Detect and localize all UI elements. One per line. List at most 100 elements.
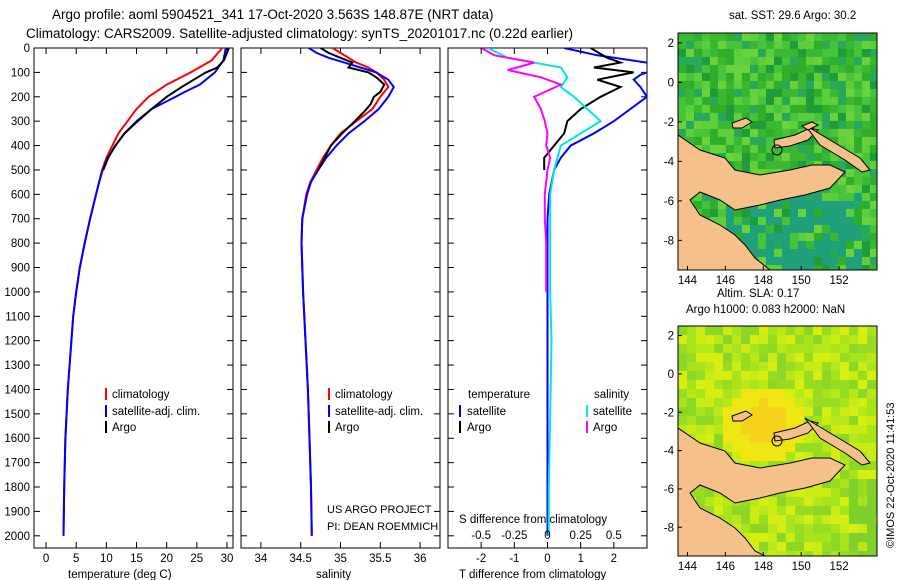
- sst-cell: [774, 217, 782, 225]
- sst-cell: [854, 177, 862, 185]
- sla-cell: [741, 371, 750, 380]
- sst-cell: [702, 89, 710, 97]
- sla-cell: [849, 533, 858, 542]
- temperature-lines: [62, 48, 230, 536]
- sla-cell: [813, 380, 822, 389]
- sla-cell: [741, 452, 750, 461]
- sla-cell: [768, 551, 777, 556]
- sst-cell: [718, 73, 726, 81]
- sst-cell: [870, 65, 877, 73]
- sst-cell: [854, 193, 862, 201]
- sla-cell: [822, 398, 831, 407]
- sla-cell: [831, 326, 840, 335]
- map-y-tick-label: -6: [664, 196, 674, 208]
- sst-cell: [734, 145, 742, 153]
- sst-cell: [870, 97, 877, 105]
- sla-cell: [795, 488, 804, 497]
- sst-cell: [806, 89, 814, 97]
- sla-cell: [840, 515, 849, 524]
- sla-cell: [768, 497, 777, 506]
- sla-cell: [804, 362, 813, 371]
- sla-cell: [840, 551, 849, 556]
- new-guinea-land: [678, 134, 846, 270]
- sst-cell: [862, 225, 870, 233]
- sst-cell: [742, 33, 750, 41]
- difference-legend: temperature salinity satellite Argo sate…: [459, 389, 632, 434]
- sla-cell: [867, 461, 876, 470]
- depth-tick-label: 2000: [4, 531, 30, 543]
- sla-cell: [813, 353, 822, 362]
- sla-cell: [804, 398, 813, 407]
- sla-cell: [867, 443, 876, 452]
- sst-cell: [806, 137, 814, 145]
- sst-cell: [846, 265, 854, 270]
- sst-cell: [766, 201, 774, 209]
- sst-cell: [830, 241, 838, 249]
- sla-cell: [786, 407, 795, 416]
- sst-cell: [750, 41, 758, 49]
- sst-cell: [870, 49, 877, 57]
- sst-cell: [774, 65, 782, 73]
- sst-cell: [838, 65, 846, 73]
- sst-cell: [862, 249, 870, 257]
- sst-cell: [830, 193, 838, 201]
- sla-cell: [750, 461, 759, 470]
- sst-cell: [870, 185, 877, 193]
- series-line-satellite-adj-clim-: [62, 48, 227, 536]
- sst-cell: [854, 225, 862, 233]
- sst-cell: [854, 201, 862, 209]
- sla-cell: [696, 389, 705, 398]
- sst-cell: [790, 225, 798, 233]
- sst-cell: [822, 193, 830, 201]
- sst-cell: [862, 177, 870, 185]
- sst-cell: [854, 249, 862, 257]
- sla-cell: [750, 407, 759, 416]
- sla-cell: [714, 425, 723, 434]
- salinity-panel: 34 34.5 35 35.5 36 salinity climatology sate…: [240, 47, 441, 580]
- legend-climatology: climatology: [112, 389, 170, 401]
- sst-cell: [814, 249, 822, 257]
- sst-cell: [774, 49, 782, 57]
- sla-cell: [840, 353, 849, 362]
- sst-cell: [790, 73, 798, 81]
- sst-cell: [686, 121, 694, 129]
- sla-cell: [777, 371, 786, 380]
- sst-cell: [678, 81, 686, 89]
- sst-cell: [718, 57, 726, 65]
- sst-cell: [830, 81, 838, 89]
- sla-cell: [849, 497, 858, 506]
- sst-cell: [742, 97, 750, 105]
- sst-cell: [750, 113, 758, 121]
- legend-t-satellite: satellite: [467, 406, 506, 418]
- map-x-tick-label: 152: [830, 275, 849, 287]
- sla-cell: [741, 380, 750, 389]
- sst-cell: [798, 217, 806, 225]
- sst-cell: [870, 161, 877, 169]
- sst-cell: [854, 41, 862, 49]
- sla-cell: [804, 326, 813, 335]
- sst-cell: [750, 89, 758, 97]
- sst-cell: [862, 185, 870, 193]
- sst-cell: [870, 193, 877, 201]
- sla-cell: [705, 425, 714, 434]
- sst-cell: [702, 81, 710, 89]
- sst-cell: [854, 185, 862, 193]
- sla-cell: [732, 371, 741, 380]
- sst-cell: [822, 265, 830, 270]
- sla-cell: [777, 542, 786, 551]
- sst-map-ticks: 144 146 148 150 152 2 0 -2 -4 -6 -8: [664, 38, 849, 287]
- sst-cell: [830, 41, 838, 49]
- legend-t-argo: Argo: [467, 422, 491, 434]
- map-y-tick-label: -2: [664, 117, 674, 129]
- sla-cell: [759, 542, 768, 551]
- sla-cell: [849, 434, 858, 443]
- sla-cell: [795, 371, 804, 380]
- sst-cell: [782, 49, 790, 57]
- sst-cell: [854, 33, 862, 41]
- sst-cell: [774, 209, 782, 217]
- sla-cell: [714, 407, 723, 416]
- sla-cell: [867, 371, 876, 380]
- sst-cell: [846, 81, 854, 89]
- sst-cell: [798, 153, 806, 161]
- sst-cell: [822, 249, 830, 257]
